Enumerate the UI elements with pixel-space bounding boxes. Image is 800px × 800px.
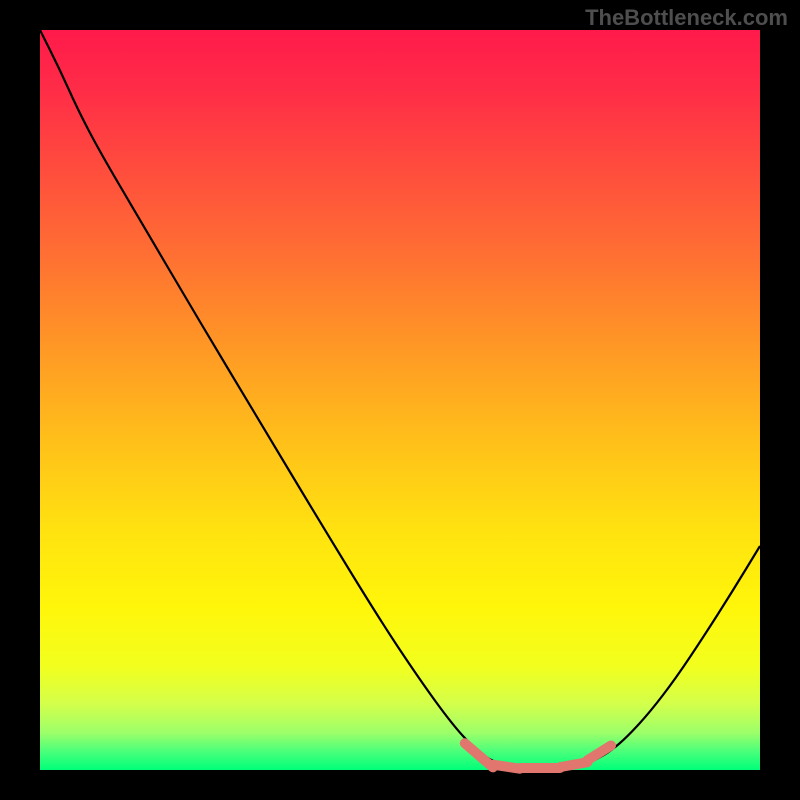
curve-line xyxy=(0,0,800,800)
watermark-text: TheBottleneck.com xyxy=(585,5,788,31)
chart-canvas: TheBottleneck.com xyxy=(0,0,800,800)
plot-area xyxy=(40,30,760,770)
curve-path xyxy=(40,30,760,768)
